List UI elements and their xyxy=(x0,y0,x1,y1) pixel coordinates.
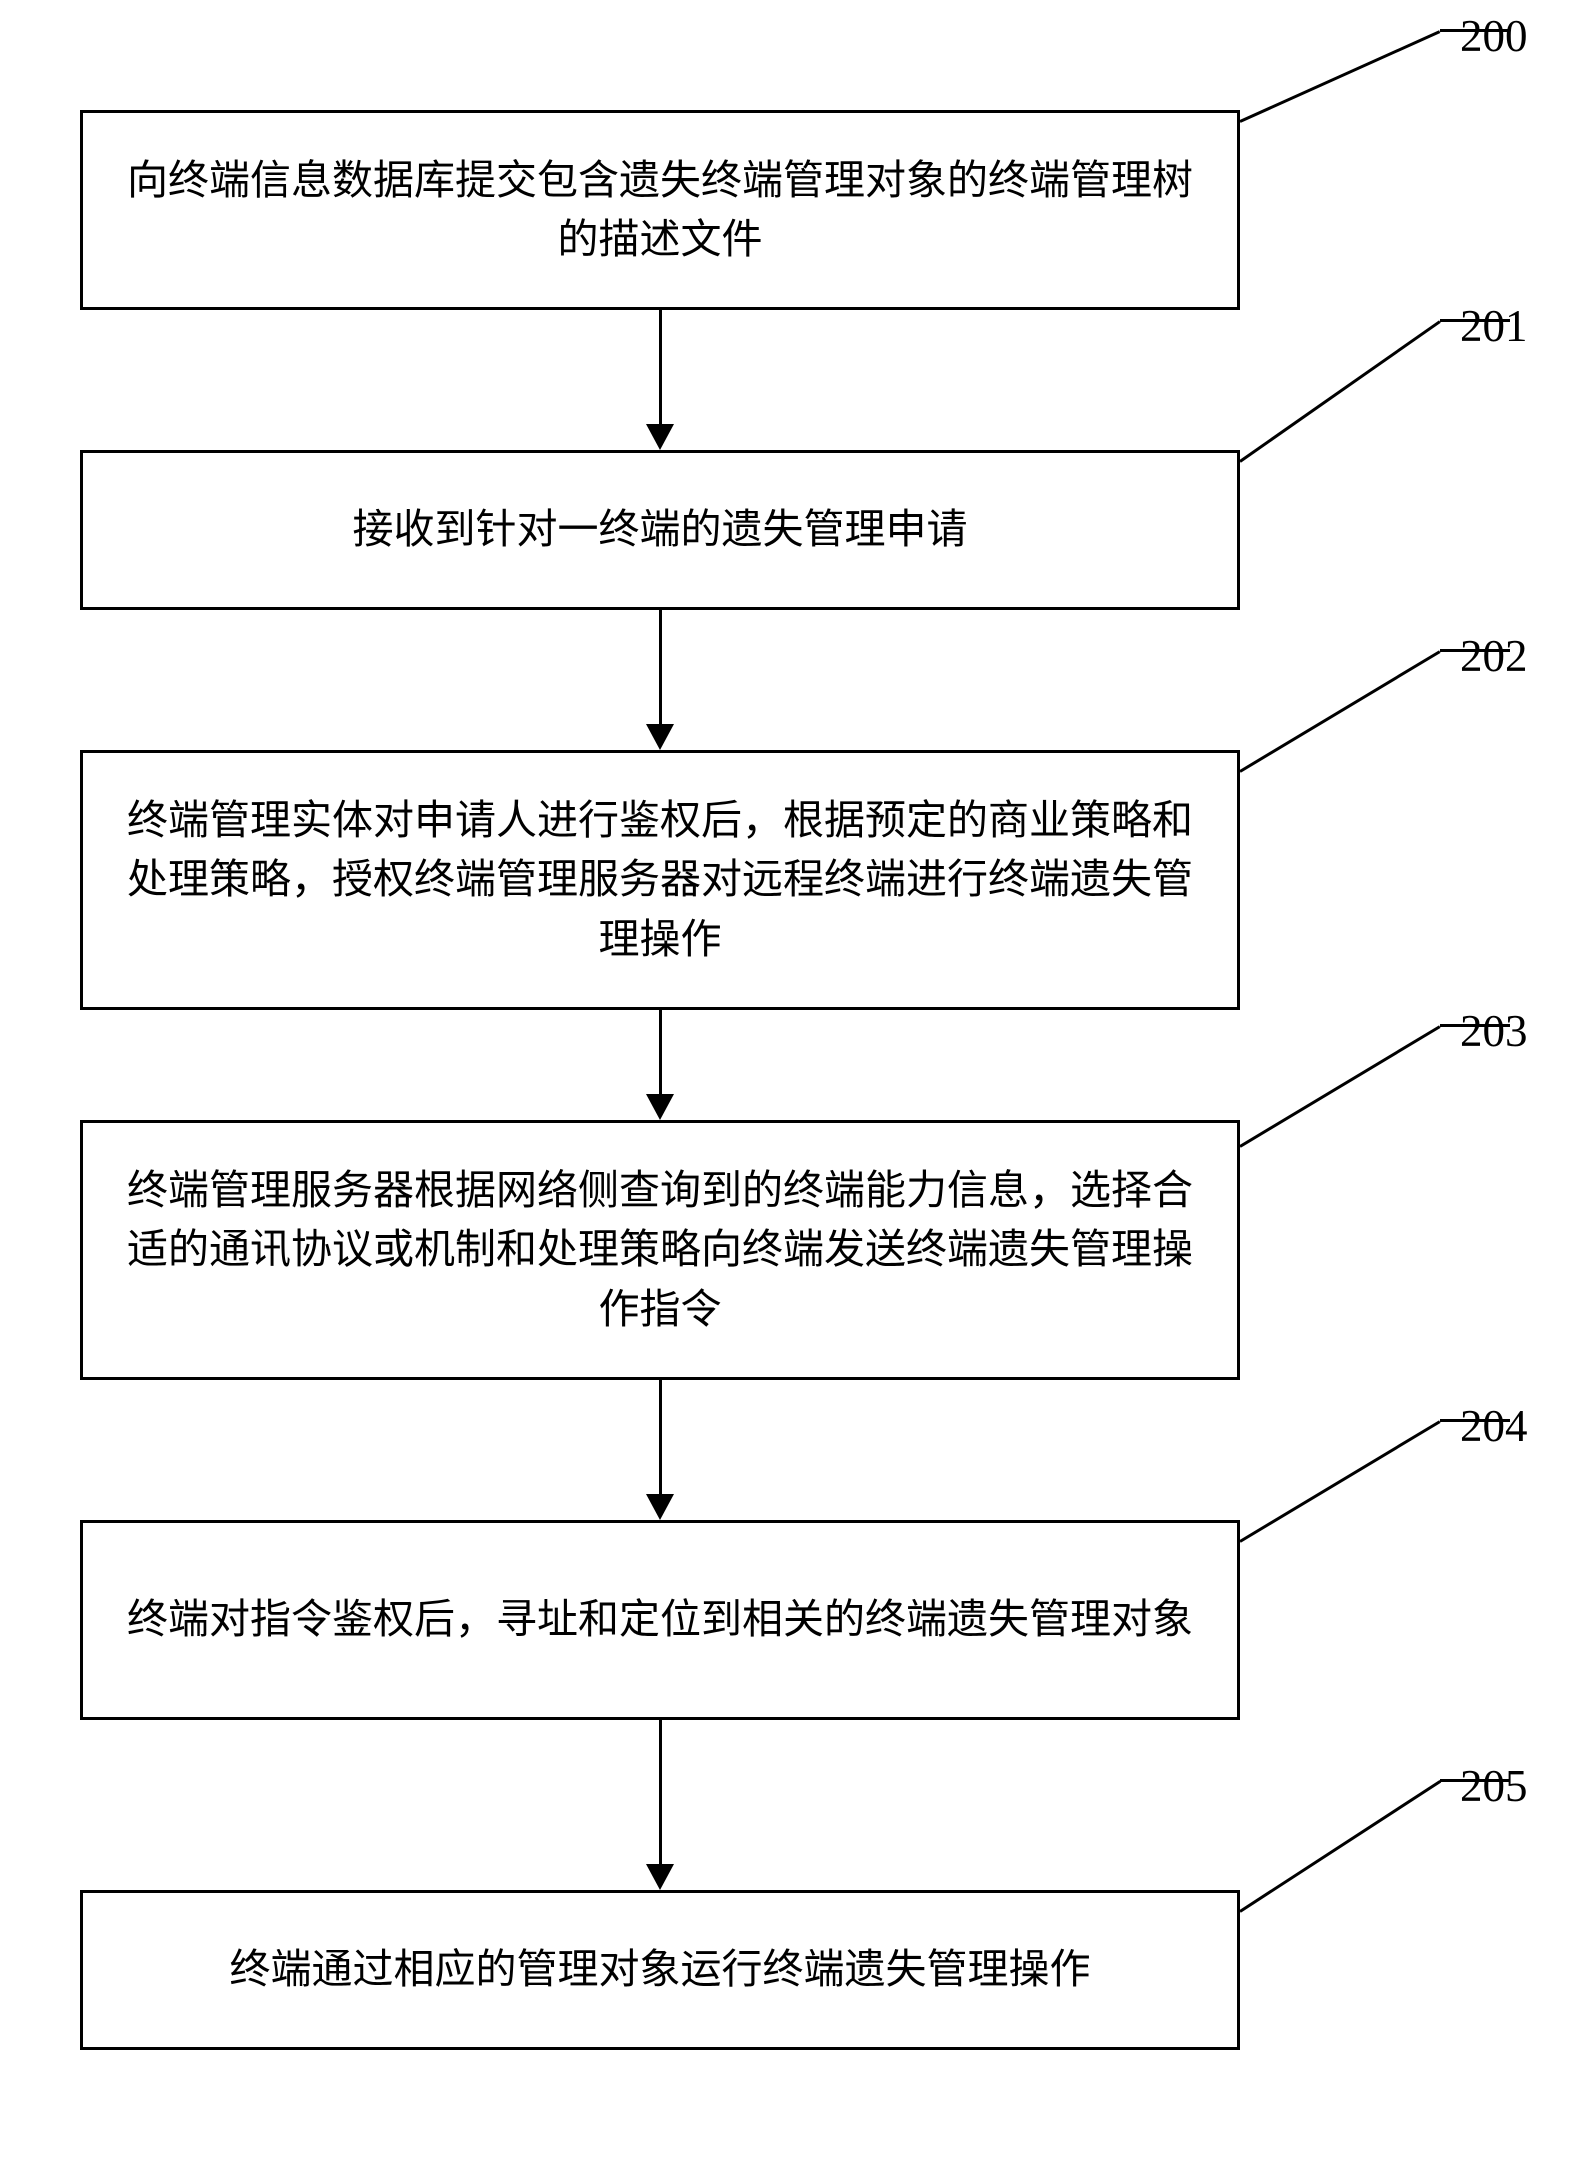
flow-label-n200: 200 xyxy=(1460,10,1528,62)
flow-node-n203: 终端管理服务器根据网络侧查询到的终端能力信息，选择合适的通讯协议或机制和处理策略… xyxy=(80,1120,1240,1380)
flow-node-text: 终端管理实体对申请人进行鉴权后，根据预定的商业策略和处理策略，授权终端管理服务器… xyxy=(113,791,1207,969)
flow-label-n205: 205 xyxy=(1460,1760,1528,1812)
flow-label-n201: 201 xyxy=(1460,300,1528,352)
flow-label-n202: 202 xyxy=(1460,630,1528,682)
flowchart-canvas: 向终端信息数据库提交包含遗失终端管理对象的终端管理树的描述文件 200 接收到针对一… xyxy=(0,0,1577,2165)
arrow-n202-n203 xyxy=(659,1010,662,1098)
flow-node-text: 终端对指令鉴权后，寻址和定位到相关的终端遗失管理对象 xyxy=(127,1590,1193,1649)
flow-node-text: 终端管理服务器根据网络侧查询到的终端能力信息，选择合适的通讯协议或机制和处理策略… xyxy=(113,1161,1207,1339)
leader-line-n200 xyxy=(1239,30,1440,123)
flow-node-n204: 终端对指令鉴权后，寻址和定位到相关的终端遗失管理对象 xyxy=(80,1520,1240,1720)
flow-node-text: 接收到针对一终端的遗失管理申请 xyxy=(353,500,968,559)
arrow-n201-n202 xyxy=(659,610,662,728)
flow-label-n203: 203 xyxy=(1460,1005,1528,1057)
leader-line-n203 xyxy=(1239,1025,1441,1148)
flow-node-n200: 向终端信息数据库提交包含遗失终端管理对象的终端管理树的描述文件 xyxy=(80,110,1240,310)
leader-line-n204 xyxy=(1239,1420,1441,1543)
flow-node-text: 终端通过相应的管理对象运行终端遗失管理操作 xyxy=(230,1940,1091,1999)
leader-line-n205 xyxy=(1239,1780,1441,1913)
flow-node-n202: 终端管理实体对申请人进行鉴权后，根据预定的商业策略和处理策略，授权终端管理服务器… xyxy=(80,750,1240,1010)
arrow-n200-n201 xyxy=(659,310,662,428)
leader-line-n202 xyxy=(1239,650,1441,773)
arrow-n204-n205 xyxy=(659,1720,662,1868)
arrow-n203-n204 xyxy=(659,1380,662,1498)
leader-line-n201 xyxy=(1239,320,1441,462)
flow-node-n205: 终端通过相应的管理对象运行终端遗失管理操作 xyxy=(80,1890,1240,2050)
flow-label-n204: 204 xyxy=(1460,1400,1528,1452)
flow-node-text: 向终端信息数据库提交包含遗失终端管理对象的终端管理树的描述文件 xyxy=(113,151,1207,270)
flow-node-n201: 接收到针对一终端的遗失管理申请 xyxy=(80,450,1240,610)
